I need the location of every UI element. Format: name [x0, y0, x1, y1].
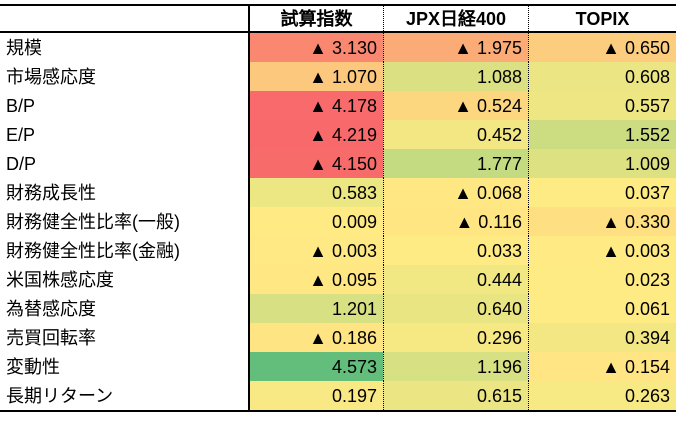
value-cell[interactable]: 1.552	[528, 120, 676, 149]
table-row: 為替感応度 1.201 0.640 0.061	[0, 294, 676, 323]
row-label[interactable]: 変動性	[0, 352, 250, 381]
value-cell[interactable]: 0.583	[250, 178, 383, 207]
value-cell[interactable]: 1.196	[383, 352, 528, 381]
table-row: E/P ▲ 4.219 0.452 1.552	[0, 120, 676, 149]
value-cell[interactable]: ▲ 1.070	[250, 62, 383, 91]
row-label[interactable]: 財務健全性比率(一般)	[0, 207, 250, 236]
value-cell[interactable]: 0.023	[528, 265, 676, 294]
value-cell[interactable]: 1.009	[528, 149, 676, 178]
value-cell[interactable]: 0.197	[250, 381, 383, 410]
value-cell[interactable]: 0.444	[383, 265, 528, 294]
value-cell[interactable]: 0.557	[528, 91, 676, 120]
value-cell[interactable]: 0.615	[383, 381, 528, 410]
row-label[interactable]: D/P	[0, 149, 250, 178]
value-cell[interactable]: 0.296	[383, 323, 528, 352]
value-cell[interactable]: 4.573	[250, 352, 383, 381]
table-row: 米国株感応度 ▲ 0.095 0.444 0.023	[0, 265, 676, 294]
table-body: 規模 ▲ 3.130 ▲ 1.975 ▲ 0.650 市場感応度 ▲ 1.070 1.088…	[0, 33, 676, 410]
value-cell[interactable]: ▲ 0.068	[383, 178, 528, 207]
value-cell[interactable]: ▲ 3.130	[250, 33, 383, 62]
heatmap-table: 試算指数 JPX日経400 TOPIX 規模 ▲ 3.130 ▲ 1.975 ▲ 0.…	[0, 4, 676, 412]
value-cell[interactable]: ▲ 0.186	[250, 323, 383, 352]
row-label[interactable]: 為替感応度	[0, 294, 250, 323]
value-cell[interactable]: 0.037	[528, 178, 676, 207]
value-cell[interactable]: ▲ 0.330	[528, 207, 676, 236]
value-cell[interactable]: 0.263	[528, 381, 676, 410]
value-cell[interactable]: 0.452	[383, 120, 528, 149]
table-row: 財務健全性比率(金融) ▲ 0.003 0.033 ▲ 0.003	[0, 236, 676, 265]
value-cell[interactable]: 0.640	[383, 294, 528, 323]
value-cell[interactable]: ▲ 0.154	[528, 352, 676, 381]
row-label[interactable]: 規模	[0, 33, 250, 62]
row-label[interactable]: 米国株感応度	[0, 265, 250, 294]
value-cell[interactable]: ▲ 0.003	[528, 236, 676, 265]
value-cell[interactable]: ▲ 0.116	[383, 207, 528, 236]
value-cell[interactable]: ▲ 0.095	[250, 265, 383, 294]
table-header-row: 試算指数 JPX日経400 TOPIX	[0, 6, 676, 33]
value-cell[interactable]: 0.061	[528, 294, 676, 323]
column-header-jpx-nikkei-400[interactable]: JPX日経400	[383, 6, 528, 31]
value-cell[interactable]: 1.777	[383, 149, 528, 178]
row-label[interactable]: 長期リターン	[0, 381, 250, 410]
row-label[interactable]: 市場感応度	[0, 62, 250, 91]
value-cell[interactable]: ▲ 4.219	[250, 120, 383, 149]
value-cell[interactable]: ▲ 0.524	[383, 91, 528, 120]
value-cell[interactable]: 0.033	[383, 236, 528, 265]
row-label[interactable]: B/P	[0, 91, 250, 120]
table-row: 財務健全性比率(一般) 0.009 ▲ 0.116 ▲ 0.330	[0, 207, 676, 236]
value-cell[interactable]: ▲ 4.150	[250, 149, 383, 178]
table-row: 売買回転率 ▲ 0.186 0.296 0.394	[0, 323, 676, 352]
row-label[interactable]: 財務成長性	[0, 178, 250, 207]
value-cell[interactable]: ▲ 1.975	[383, 33, 528, 62]
table-row: 財務成長性 0.583 ▲ 0.068 0.037	[0, 178, 676, 207]
value-cell[interactable]: ▲ 0.003	[250, 236, 383, 265]
table-row: 規模 ▲ 3.130 ▲ 1.975 ▲ 0.650	[0, 33, 676, 62]
row-label[interactable]: E/P	[0, 120, 250, 149]
value-cell[interactable]: 0.608	[528, 62, 676, 91]
table-row: 変動性 4.573 1.196 ▲ 0.154	[0, 352, 676, 381]
row-label[interactable]: 財務健全性比率(金融)	[0, 236, 250, 265]
table-row: 市場感応度 ▲ 1.070 1.088 0.608	[0, 62, 676, 91]
value-cell[interactable]: 1.201	[250, 294, 383, 323]
table-row: D/P ▲ 4.150 1.777 1.009	[0, 149, 676, 178]
corner-cell	[0, 6, 250, 31]
column-header-topix[interactable]: TOPIX	[528, 6, 676, 31]
table-row: 長期リターン 0.197 0.615 0.263	[0, 381, 676, 410]
row-label[interactable]: 売買回転率	[0, 323, 250, 352]
value-cell[interactable]: 1.088	[383, 62, 528, 91]
value-cell[interactable]: ▲ 4.178	[250, 91, 383, 120]
table-row: B/P ▲ 4.178 ▲ 0.524 0.557	[0, 91, 676, 120]
column-header-shisan-shisu[interactable]: 試算指数	[280, 8, 353, 29]
value-cell[interactable]: 0.394	[528, 323, 676, 352]
value-cell[interactable]: ▲ 0.650	[528, 33, 676, 62]
value-cell[interactable]: 0.009	[250, 207, 383, 236]
